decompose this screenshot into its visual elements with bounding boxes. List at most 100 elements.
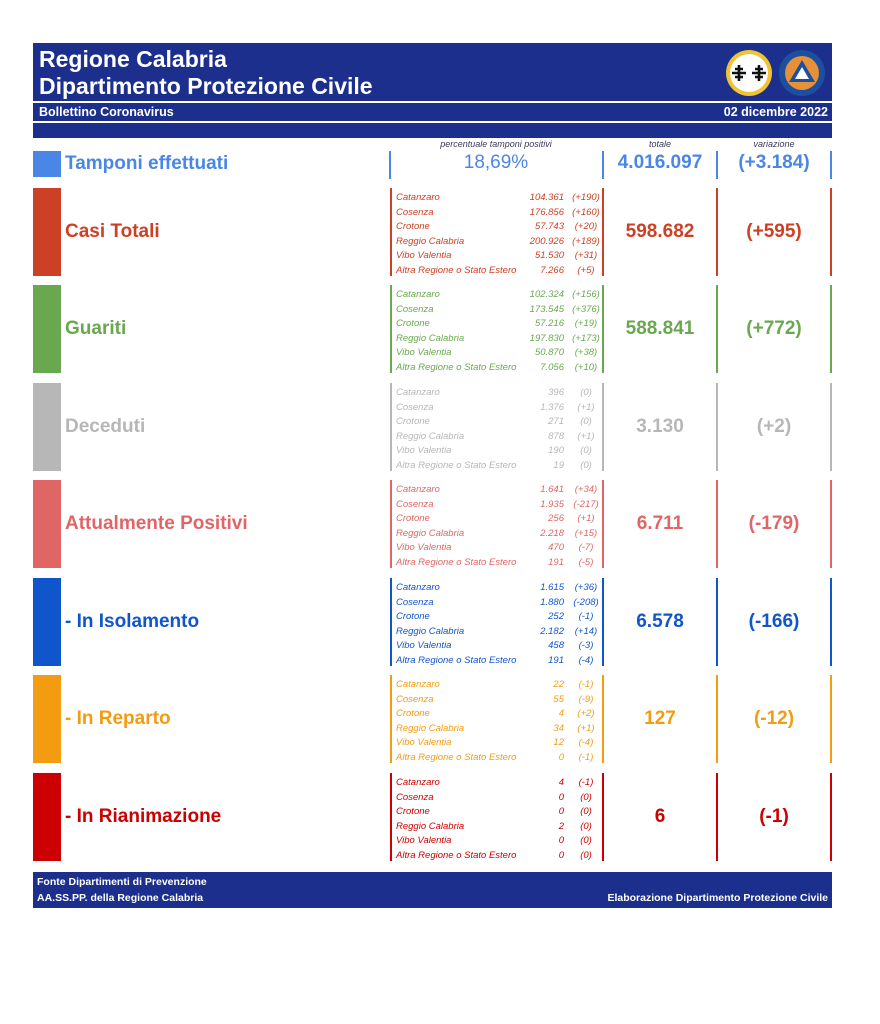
province-value: 190 bbox=[548, 445, 564, 456]
province-value: 173.545 bbox=[529, 303, 564, 315]
province-name: Vibo Valentia bbox=[396, 835, 452, 846]
bulletin-date: 02 dicembre 2022 bbox=[723, 105, 828, 119]
province-delta: (-3) bbox=[578, 640, 594, 651]
province-name: Crotone bbox=[396, 318, 430, 329]
province-row: Vibo Valentia 458 (-3) bbox=[396, 639, 606, 654]
province-value: 12 bbox=[553, 737, 564, 748]
province-delta: (+1) bbox=[577, 722, 595, 734]
section-total: 6.578 bbox=[636, 611, 684, 632]
province-value: 4 bbox=[558, 708, 564, 719]
province-value: 0 bbox=[558, 751, 564, 763]
province-name: Altra Regione o Stato Estero bbox=[396, 264, 517, 276]
province-row: Crotone 271 (0) bbox=[396, 415, 606, 430]
logos bbox=[726, 50, 825, 96]
province-row: Cosenza 176.856 (+160) bbox=[396, 206, 606, 221]
province-name: Crotone bbox=[396, 708, 430, 719]
province-delta: (0) bbox=[580, 445, 592, 456]
province-breakdown: Catanzaro 102.324 (+156) Cosenza 173.545 (+37… bbox=[390, 285, 604, 373]
tamponi-divider bbox=[602, 151, 604, 179]
province-name: Crotone bbox=[396, 416, 430, 427]
province-delta: (0) bbox=[580, 835, 592, 846]
pct-column-head: percentuale tamponi positivi bbox=[440, 139, 552, 149]
section-variation: (-12) bbox=[753, 708, 795, 729]
province-delta: (+34) bbox=[574, 484, 598, 495]
province-name: Vibo Valentia bbox=[396, 250, 452, 261]
province-row: Reggio Calabria 878 (+1) bbox=[396, 430, 606, 445]
section-divider bbox=[830, 675, 832, 763]
province-delta: (0) bbox=[580, 849, 592, 861]
province-delta: (0) bbox=[580, 820, 592, 832]
province-value: 470 bbox=[548, 542, 564, 553]
province-delta: (0) bbox=[580, 791, 592, 803]
tamponi-divider bbox=[389, 151, 391, 179]
tamponi-label: Tamponi effettuati bbox=[65, 153, 229, 174]
province-value: 0 bbox=[558, 835, 564, 846]
province-name: Reggio Calabria bbox=[396, 625, 465, 637]
province-name: Reggio Calabria bbox=[396, 527, 465, 539]
province-value: 102.324 bbox=[529, 289, 564, 300]
province-name: Cosenza bbox=[396, 303, 434, 315]
province-value: 50.870 bbox=[534, 347, 564, 358]
header-divider bbox=[33, 101, 832, 103]
header-divider-lower bbox=[33, 121, 832, 123]
province-name: Vibo Valentia bbox=[396, 542, 452, 553]
section-divider bbox=[716, 188, 718, 276]
province-delta: (+1) bbox=[577, 513, 595, 524]
province-delta: (+38) bbox=[574, 347, 598, 358]
province-row: Reggio Calabria 200.926 (+189) bbox=[396, 235, 606, 250]
province-delta: (+19) bbox=[574, 318, 598, 329]
province-delta: (-217) bbox=[573, 498, 599, 510]
footer-source-line1: Fonte Dipartimenti di Prevenzione bbox=[37, 876, 207, 888]
tamponi-divider bbox=[830, 151, 832, 179]
province-name: Reggio Calabria bbox=[396, 430, 465, 442]
province-delta: (-1) bbox=[578, 751, 594, 763]
section-divider bbox=[830, 480, 832, 568]
province-delta: (+31) bbox=[574, 250, 598, 261]
province-row: Cosenza 1.376 (+1) bbox=[396, 401, 606, 416]
section-color-bar bbox=[33, 578, 61, 666]
protezione-civile-logo bbox=[779, 50, 825, 96]
section-divider bbox=[716, 285, 718, 373]
province-name: Vibo Valentia bbox=[396, 737, 452, 748]
section-variation: (-179) bbox=[748, 513, 800, 534]
province-row: Catanzaro 102.324 (+156) bbox=[396, 288, 606, 303]
section-block: - In Reparto Catanzaro 22 (-1) Cosenza 55 (-9)… bbox=[33, 675, 833, 763]
province-delta: (-208) bbox=[573, 596, 599, 608]
section-variation: (+2) bbox=[756, 416, 792, 437]
province-name: Crotone bbox=[396, 611, 430, 622]
province-name: Catanzaro bbox=[396, 679, 440, 690]
section-block: Casi Totali Catanzaro 104.361 (+190) Cosenza… bbox=[33, 188, 833, 276]
province-name: Vibo Valentia bbox=[396, 445, 452, 456]
province-row: Catanzaro 22 (-1) bbox=[396, 678, 606, 693]
province-name: Altra Regione o Stato Estero bbox=[396, 459, 517, 471]
province-row: Catanzaro 396 (0) bbox=[396, 386, 606, 401]
section-divider bbox=[830, 188, 832, 276]
province-value: 191 bbox=[548, 556, 564, 568]
section-total: 588.841 bbox=[625, 318, 695, 339]
province-delta: (+20) bbox=[574, 221, 598, 232]
section-total: 3.130 bbox=[636, 416, 684, 437]
province-name: Reggio Calabria bbox=[396, 820, 465, 832]
province-name: Vibo Valentia bbox=[396, 347, 452, 358]
province-row: Crotone 256 (+1) bbox=[396, 512, 606, 527]
regione-calabria-logo bbox=[726, 50, 772, 96]
province-name: Catanzaro bbox=[396, 192, 440, 203]
province-row: Altra Regione o Stato Estero 191 (-5) bbox=[396, 556, 606, 571]
province-name: Cosenza bbox=[396, 693, 434, 705]
tamponi-total: 4.016.097 bbox=[617, 152, 703, 173]
footer-credit: Elaborazione Dipartimento Protezione Civ… bbox=[607, 892, 828, 904]
section-label: Deceduti bbox=[65, 416, 146, 437]
province-name: Cosenza bbox=[396, 791, 434, 803]
province-row: Catanzaro 104.361 (+190) bbox=[396, 191, 606, 206]
section-divider bbox=[716, 578, 718, 666]
province-row: Altra Regione o Stato Estero 0 (0) bbox=[396, 849, 606, 864]
province-row: Altra Regione o Stato Estero 191 (-4) bbox=[396, 654, 606, 669]
province-value: 1.615 bbox=[540, 582, 564, 593]
province-row: Cosenza 55 (-9) bbox=[396, 693, 606, 708]
section-block: Attualmente Positivi Catanzaro 1.641 (+34) C… bbox=[33, 480, 833, 568]
province-value: 1.641 bbox=[540, 484, 564, 495]
province-value: 1.935 bbox=[540, 498, 564, 510]
section-divider bbox=[830, 578, 832, 666]
section-label: Guariti bbox=[65, 318, 127, 339]
province-value: 197.830 bbox=[529, 332, 564, 344]
